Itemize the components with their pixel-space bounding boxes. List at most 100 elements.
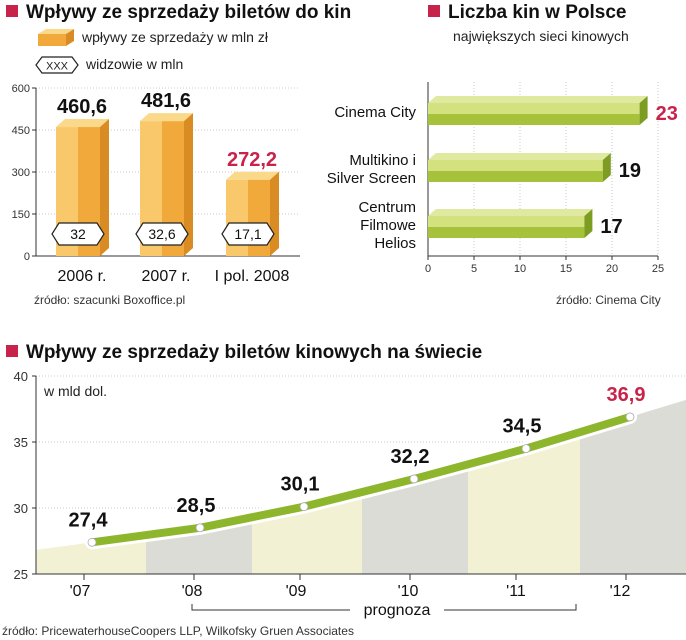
- bar-front: [428, 216, 585, 227]
- unit-label: w mld dol.: [43, 383, 107, 399]
- bar-side: [602, 153, 611, 182]
- y-category-label: Cinema City: [334, 104, 416, 121]
- title-marker-icon: [6, 5, 18, 17]
- bar-side: [270, 171, 279, 256]
- data-point: [521, 444, 531, 453]
- x-tick-label: 5: [471, 263, 477, 275]
- chart3-title-text: Wpływy ze sprzedaży biletów kinowych na …: [26, 342, 483, 363]
- title-marker-icon: [6, 345, 18, 357]
- viewers-legend-marker: XXX: [46, 61, 69, 73]
- bar-top: [428, 96, 648, 103]
- chart1-title: Wpływy ze sprzedaży biletów do kin: [6, 2, 351, 24]
- data-value-label: 36,9: [607, 384, 646, 406]
- x-tick-label: 0: [425, 263, 431, 275]
- bar-front: [140, 121, 162, 256]
- area-band: [146, 517, 252, 574]
- series-line: [88, 412, 634, 547]
- bar-front-shade: [428, 171, 603, 182]
- viewers-value-label: 17,1: [234, 226, 261, 242]
- viewers-hex-badge: [51, 222, 105, 246]
- y-category-label: Filmowe: [360, 217, 416, 234]
- title-marker-icon: [428, 5, 440, 17]
- chart1-source: źródło: szacunki Boxoffice.pl: [34, 293, 186, 307]
- data-value-label: 28,5: [177, 495, 216, 517]
- x-tick-label: 10: [514, 263, 526, 275]
- data-value-label: 30,1: [281, 474, 320, 496]
- bar-top: [428, 153, 611, 160]
- bar-side: [639, 96, 648, 125]
- x-tick-label: '12: [610, 583, 631, 600]
- revenue-legend-box-icon: [38, 29, 74, 46]
- chart1-title-text: Wpływy ze sprzedaży biletów do kin: [26, 2, 352, 23]
- bar-front: [428, 103, 640, 114]
- x-tick-label: 15: [560, 263, 572, 275]
- y-category-label: Centrum: [358, 199, 416, 216]
- bar-value-label: 23: [656, 103, 678, 125]
- y-category-label: Multikino i: [349, 152, 416, 169]
- x-category-label: I pol. 2008: [215, 268, 290, 285]
- chart2-title: Liczba kin w Polsce: [428, 2, 626, 24]
- chart3-title: Wpływy ze sprzedaży biletów kinowych na …: [6, 342, 482, 364]
- y-tick-label: 25: [14, 567, 28, 582]
- x-tick-label: '08: [182, 583, 203, 600]
- worldwide-revenue-line-chart: 25 30 35 40 w mld dol. 27,4 28,5 30,1 32,2 34,5 36…: [14, 369, 686, 620]
- bar-top: [428, 209, 593, 216]
- data-point: [195, 523, 205, 533]
- bar-side: [184, 113, 193, 256]
- viewers-legend-label: widzowie w mln: [86, 56, 184, 72]
- bar-value-label: 19: [619, 160, 641, 182]
- y-tick-label: 600: [12, 83, 30, 95]
- forecast-label-bg: [350, 600, 444, 620]
- forecast-label: prognoza: [364, 602, 431, 619]
- x-tick-label: '09: [286, 583, 307, 600]
- bar-value-label: 17: [600, 216, 622, 238]
- chart2-title-text: Liczba kin w Polsce: [448, 2, 627, 23]
- revenue-legend-label: wpływy ze sprzedaży w mln zł: [82, 29, 268, 45]
- y-tick-label: 150: [12, 209, 30, 221]
- x-tick-label: 20: [606, 263, 618, 275]
- bar-value-label: 272,2: [227, 149, 277, 171]
- x-tick-label: 25: [652, 263, 664, 275]
- area-band: [468, 432, 580, 574]
- x-tick-label: '07: [70, 583, 91, 600]
- chart2-source: źródło: Cinema City: [556, 293, 661, 307]
- x-category-label: 2006 r.: [58, 268, 107, 285]
- x-tick-label: '11: [506, 583, 526, 600]
- chart3-source: źródło: PricewaterhouseCoopers LLP, Wilk…: [2, 624, 354, 638]
- data-value-label: 27,4: [69, 509, 109, 531]
- viewers-value-label: 32,6: [148, 226, 175, 242]
- bar-top: [226, 171, 279, 180]
- area-band: [580, 399, 686, 574]
- y-tick-label: 40: [14, 369, 28, 384]
- viewers-hex-badge: [135, 222, 189, 246]
- bar-top: [56, 119, 109, 128]
- bar-side: [100, 119, 109, 256]
- chart2-subtitle: największych sieci kinowych: [453, 28, 629, 44]
- bar-front-shade: [162, 121, 184, 256]
- y-category-label: Silver Screen: [327, 170, 416, 187]
- data-point: [625, 412, 635, 422]
- bar-front-shade: [428, 114, 640, 125]
- viewers-legend-hex-icon: XXX: [35, 56, 79, 74]
- bar-top: [140, 113, 193, 122]
- viewers-hex-badge: [221, 222, 275, 246]
- viewers-value-label: 32: [70, 226, 86, 242]
- bar-front: [428, 160, 603, 171]
- data-point: [299, 502, 309, 512]
- y-tick-label: 35: [14, 435, 28, 450]
- y-tick-label: 30: [14, 501, 28, 516]
- y-tick-label: 0: [24, 251, 30, 263]
- bar-side: [584, 209, 593, 238]
- x-category-label: 2007 r.: [142, 268, 191, 285]
- bar-value-label: 481,6: [141, 90, 191, 112]
- data-value-label: 34,5: [503, 416, 542, 438]
- y-tick-label: 300: [12, 167, 30, 179]
- data-point: [87, 537, 97, 547]
- bar-front-shade: [428, 227, 585, 238]
- y-tick-label: 450: [12, 125, 30, 137]
- data-value-label: 32,2: [391, 446, 430, 468]
- y-category-label: Helios: [374, 235, 416, 252]
- cinema-count-bar-chart: 0 5 10 15 20 25 23 Cinema City 19 Multikino iSilv…: [327, 82, 678, 275]
- data-point: [409, 474, 419, 484]
- revenue-bar-chart: 0 150 300 450 600 460,6 32 2006 r. 481,6 32,6 2007…: [12, 83, 300, 285]
